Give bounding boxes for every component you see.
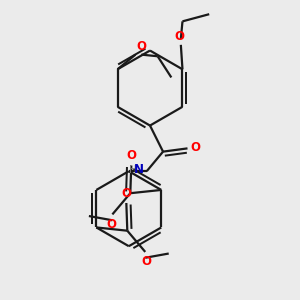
Text: O: O [107,218,117,231]
Text: O: O [137,40,147,53]
Text: O: O [121,187,131,200]
Text: O: O [174,30,184,43]
Text: O: O [191,141,201,154]
Text: O: O [126,149,136,162]
Text: N: N [134,164,143,176]
Text: H: H [129,165,136,175]
Text: O: O [141,255,151,268]
